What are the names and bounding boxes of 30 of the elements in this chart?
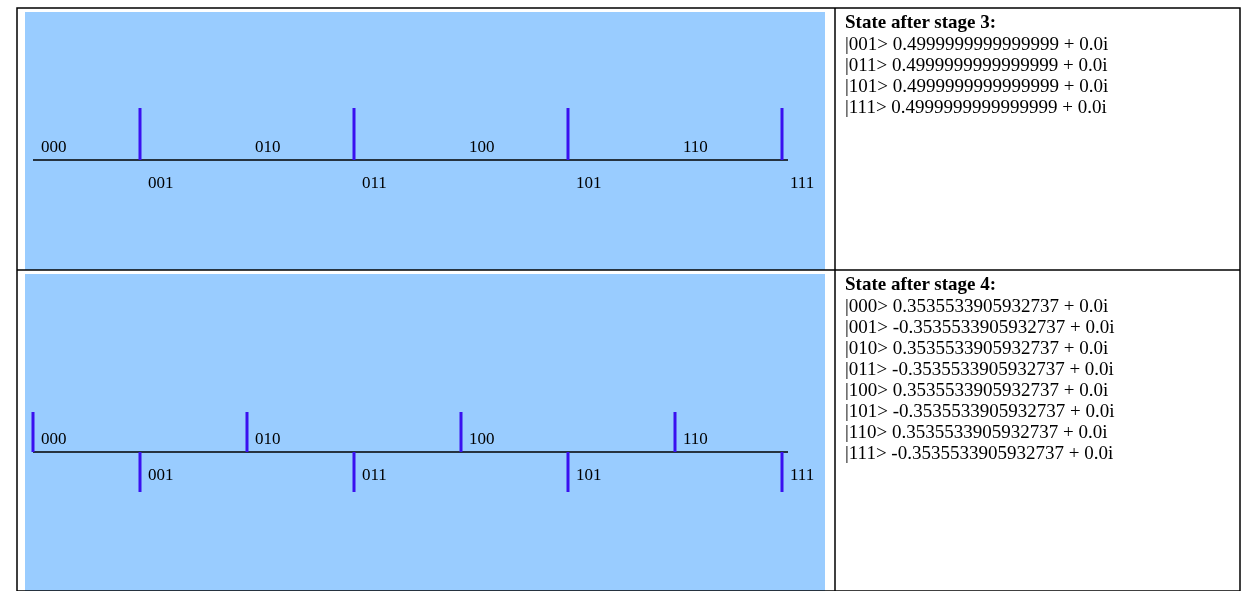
- text: |111> 0.4999999999999999 + 0.0i: [845, 96, 1107, 117]
- text: State after stage 3:: [845, 11, 997, 32]
- text: |111> -0.3535533905932737 + 0.0i: [845, 442, 1114, 463]
- text: |101> -0.3535533905932737 + 0.0i: [845, 400, 1115, 421]
- text: |011> -0.3535533905932737 + 0.0i: [845, 358, 1114, 379]
- x-tick-label: 010: [255, 137, 281, 156]
- x-tick-label: 101: [576, 173, 602, 192]
- x-tick-label: 110: [683, 137, 708, 156]
- x-tick-label: 000: [41, 137, 67, 156]
- text: |000> 0.3535533905932737 + 0.0i: [845, 295, 1109, 316]
- text: |001> -0.3535533905932737 + 0.0i: [845, 316, 1115, 337]
- text: |010> 0.3535533905932737 + 0.0i: [845, 337, 1109, 358]
- x-tick-label: 100: [469, 137, 495, 156]
- text: |110> 0.3535533905932737 + 0.0i: [845, 421, 1108, 442]
- x-tick-label: 011: [362, 173, 387, 192]
- x-tick-label: 111: [790, 465, 815, 484]
- x-tick-label: 011: [362, 465, 387, 484]
- text: |101> 0.4999999999999999 + 0.0i: [845, 75, 1109, 96]
- x-tick-label: 101: [576, 465, 602, 484]
- x-tick-label: 010: [255, 429, 281, 448]
- text: |100> 0.3535533905932737 + 0.0i: [845, 379, 1109, 400]
- x-tick-label: 000: [41, 429, 67, 448]
- x-tick-label: 100: [469, 429, 495, 448]
- text: |011> 0.4999999999999999 + 0.0i: [845, 54, 1108, 75]
- x-tick-label: 111: [790, 173, 815, 192]
- text: State after stage 4:: [845, 273, 997, 294]
- x-tick-label: 001: [148, 173, 174, 192]
- x-tick-label: 001: [148, 465, 174, 484]
- x-tick-label: 110: [683, 429, 708, 448]
- text: |001> 0.4999999999999999 + 0.0i: [845, 33, 1109, 54]
